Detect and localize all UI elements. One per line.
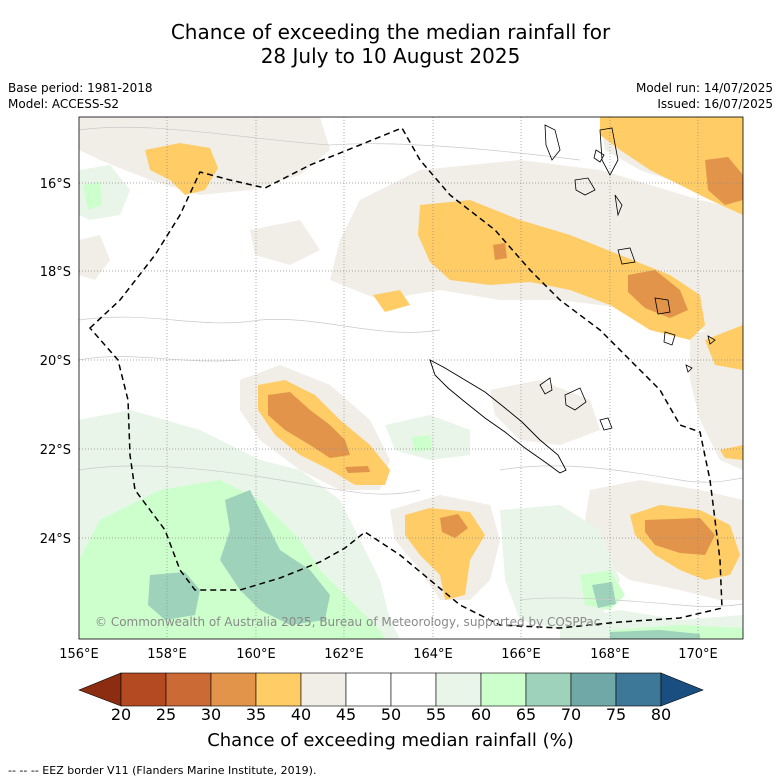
issued-date: Issued: 16/07/2025	[657, 97, 773, 111]
colorbar-low-arrow	[78, 672, 122, 707]
colorbar-box-20-25	[120, 672, 167, 707]
model-run: Model run: 14/07/2025	[635, 81, 773, 95]
colorbar-box-25-30	[165, 672, 212, 707]
colorbar-box-35-40	[255, 672, 302, 707]
colorbar-box-55-60	[435, 672, 482, 707]
colorbar-box-75-80	[615, 672, 662, 707]
eez-border	[88, 127, 723, 629]
lon-label-158e: 158°E	[147, 647, 187, 662]
contour-lines	[79, 126, 743, 607]
lat-label-18s: 18°S	[40, 265, 71, 280]
model-name: Model: ACCESS-S2	[8, 97, 120, 111]
lon-label-160e: 160°E	[236, 647, 276, 662]
colorbar-tick-70: 70	[561, 705, 581, 724]
lon-label-170e: 170°E	[678, 647, 718, 662]
lat-axis: 16°S 18°S 20°S 22°S 24°S	[40, 177, 71, 547]
teal-regions	[148, 490, 700, 639]
lon-label-166e: 166°E	[501, 647, 541, 662]
colorbar-tick-55: 55	[426, 705, 446, 724]
colorbar-tick-60: 60	[471, 705, 491, 724]
colorbar-box-60-65	[480, 672, 527, 707]
orange-regions	[268, 157, 743, 555]
gridlines	[79, 117, 743, 639]
colorbar-tick-65: 65	[516, 705, 536, 724]
lon-label-162e: 162°E	[324, 647, 364, 662]
colorbar-tick-20: 20	[111, 705, 131, 724]
colorbar-box-70-75	[570, 672, 617, 707]
map-title-line2: 28 July to 10 August 2025	[260, 44, 521, 68]
colorbar-tick-35: 35	[246, 705, 266, 724]
colorbar-tick-75: 75	[606, 705, 626, 724]
lon-label-168e: 168°E	[590, 647, 630, 662]
colorbar: 20 25 30 35 40 45 50 55 60 65 70 75 80	[78, 672, 704, 724]
lon-axis: 156°E 158°E 160°E 162°E 164°E 166°E 168°…	[59, 647, 718, 662]
eez-footnote: -- -- -- EEZ border V11 (Flanders Marine…	[8, 764, 317, 777]
lat-label-16s: 16°S	[40, 177, 71, 192]
map-area: © Commonwealth of Australia 2025, Bureau…	[79, 117, 743, 639]
lon-label-156e: 156°E	[59, 647, 99, 662]
colorbar-tick-80: 80	[651, 705, 671, 724]
vanuatu-islands	[544, 124, 716, 373]
loyalty-islands	[539, 377, 613, 431]
copyright-text: © Commonwealth of Australia 2025, Bureau…	[95, 615, 600, 629]
map-title-line1: Chance of exceeding the median rainfall …	[170, 20, 611, 44]
colorbar-tick-50: 50	[381, 705, 401, 724]
colorbar-tick-45: 45	[336, 705, 356, 724]
colorbar-box-40-45	[300, 672, 347, 707]
colorbar-title: Chance of exceeding median rainfall (%)	[207, 730, 574, 751]
colorbar-tick-30: 30	[201, 705, 221, 724]
colorbar-tick-25: 25	[156, 705, 176, 724]
colorbar-box-45-50	[345, 672, 392, 707]
lat-label-24s: 24°S	[40, 532, 71, 547]
colorbar-tick-40: 40	[291, 705, 311, 724]
colorbar-box-50-55	[390, 672, 437, 707]
colorbar-box-30-35	[210, 672, 257, 707]
lat-label-20s: 20°S	[40, 354, 71, 369]
colorbar-box-65-70	[525, 672, 572, 707]
colorbar-high-arrow	[660, 672, 704, 707]
map-frame	[78, 116, 744, 640]
lon-label-164e: 164°E	[413, 647, 453, 662]
lat-label-22s: 22°S	[40, 443, 71, 458]
base-period: Base period: 1981-2018	[8, 81, 153, 95]
new-caledonia-outline	[429, 359, 567, 474]
